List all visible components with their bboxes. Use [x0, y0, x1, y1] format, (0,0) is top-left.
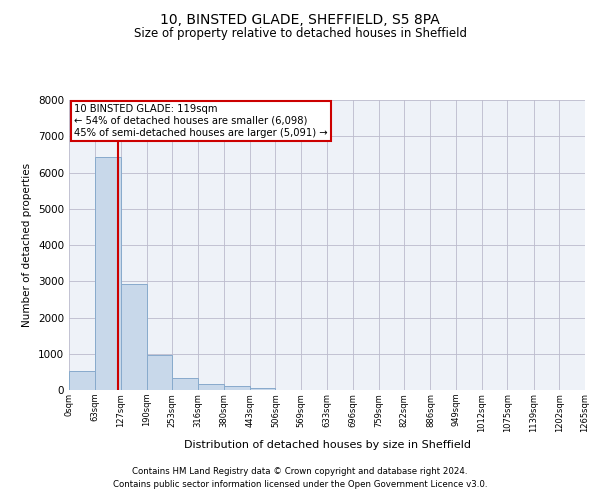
Bar	[250, 388, 275, 390]
Bar	[172, 378, 198, 390]
Bar	[95, 157, 121, 390]
Text: Size of property relative to detached houses in Sheffield: Size of property relative to detached ho…	[133, 28, 467, 40]
Bar	[69, 371, 95, 390]
X-axis label: Distribution of detached houses by size in Sheffield: Distribution of detached houses by size …	[184, 440, 470, 450]
Y-axis label: Number of detached properties: Number of detached properties	[22, 163, 32, 327]
Text: 10 BINSTED GLADE: 119sqm
← 54% of detached houses are smaller (6,098)
45% of sem: 10 BINSTED GLADE: 119sqm ← 54% of detach…	[74, 104, 328, 138]
Text: Contains HM Land Registry data © Crown copyright and database right 2024.: Contains HM Land Registry data © Crown c…	[132, 467, 468, 476]
Bar	[121, 284, 146, 390]
Bar	[146, 355, 172, 390]
Bar	[198, 384, 224, 390]
Text: Contains public sector information licensed under the Open Government Licence v3: Contains public sector information licen…	[113, 480, 487, 489]
Bar	[224, 386, 250, 390]
Text: 10, BINSTED GLADE, SHEFFIELD, S5 8PA: 10, BINSTED GLADE, SHEFFIELD, S5 8PA	[160, 12, 440, 26]
